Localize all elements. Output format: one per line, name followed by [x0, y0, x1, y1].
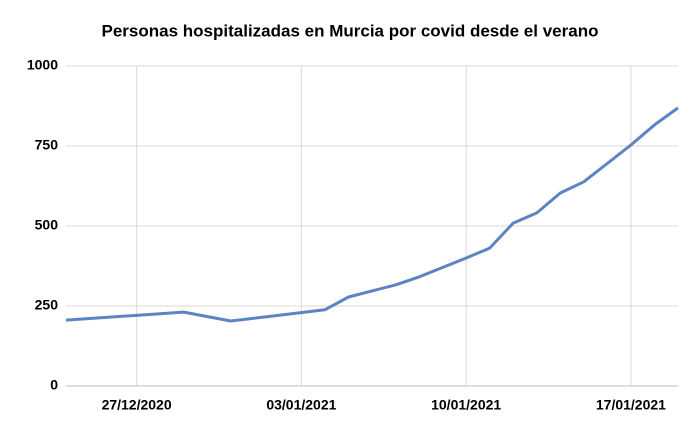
y-tick-label: 1000: [27, 57, 58, 73]
line: [65, 106, 679, 323]
y-tick-label: 500: [35, 217, 59, 233]
x-tick-label: 27/12/2020: [102, 397, 172, 413]
chart-title: Personas hospitalizadas en Murcia por co…: [102, 21, 599, 40]
x-tick-label: 03/01/2021: [266, 397, 336, 413]
x-tick-label: 17/01/2021: [596, 397, 666, 413]
y-tick-label: 0: [50, 377, 58, 393]
y-tick-label: 750: [35, 137, 59, 153]
y-tick-label: 250: [35, 297, 59, 313]
x-tick-label: 10/01/2021: [431, 397, 501, 413]
